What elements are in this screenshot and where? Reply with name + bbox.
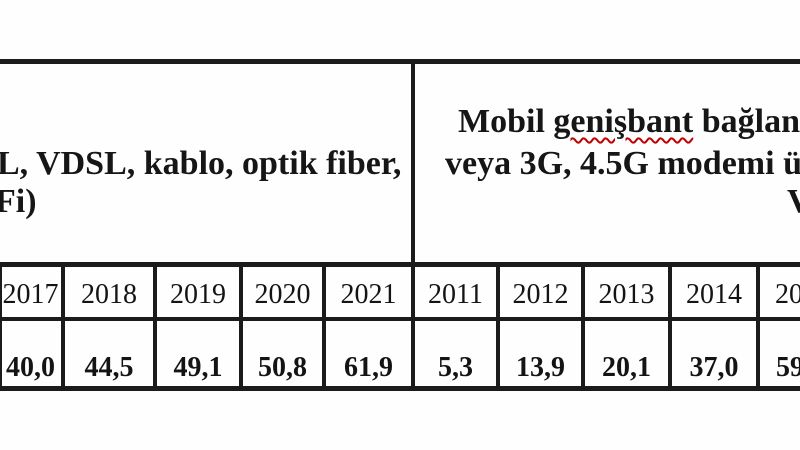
value-cell: 37,0 [689,352,739,383]
year-cell: 2011 [428,278,483,310]
value-cell: 44,5 [84,352,134,383]
value-cell: 50,8 [258,352,307,383]
column-border [756,262,760,391]
header-word: bağlant [693,103,800,140]
fixed-broadband-header-line2: Fi) [0,183,37,220]
mobile-broadband-header-line2: veya 3G, 4.5G modemi üz [445,145,800,182]
value-cell: 49,1 [173,352,223,383]
mobile-broadband-header-line3: V [787,183,800,220]
year-cell: 2014 [686,278,742,310]
year-cell: 2013 [598,278,655,310]
header-word: Mobil [458,103,554,140]
value-cell: 40,0 [6,352,55,383]
year-cell: 2017 [2,278,59,310]
value-cell: 20,1 [602,352,651,383]
left-edge-partial-border [0,262,2,391]
year-cell: 2018 [81,278,137,310]
table-top-border [0,59,800,64]
year-cell: 2021 [340,278,397,310]
column-border [239,262,243,391]
fixed-broadband-header-line1: L, VDSL, kablo, optik fiber, [0,145,402,182]
year-value-divider [0,317,800,321]
year-cell: 2012 [512,278,569,310]
value-cell: 59 [776,352,800,383]
value-cell: 61,9 [344,352,393,383]
column-border [61,262,65,391]
year-cell: 2020 [254,278,311,310]
column-border [496,262,500,391]
column-border [153,262,157,391]
year-cell: 2019 [170,278,226,310]
header-bottom-border [0,262,800,267]
column-border [322,262,326,391]
mobile-broadband-header-line1: Mobil genişbant bağlant [458,102,800,142]
value-cell: 5,3 [438,352,473,383]
year-cell: 2015 [775,278,800,310]
column-border [668,262,672,391]
value-cell: 13,9 [516,352,565,383]
table-bottom-border [0,386,800,391]
center-column-divider [411,59,415,391]
misspelled-word-spellcheck: genişbant [553,103,694,140]
column-border [581,262,585,391]
